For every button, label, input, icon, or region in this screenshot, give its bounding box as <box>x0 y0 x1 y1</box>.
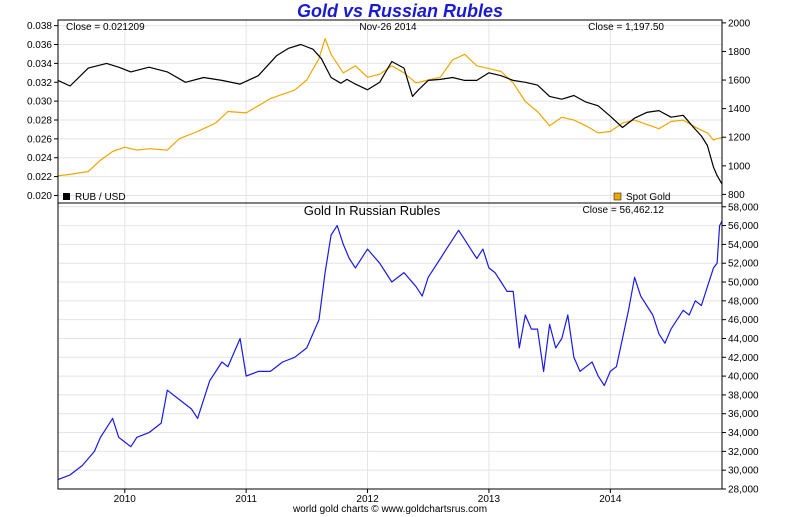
upper-left-tick-label: 0.026 <box>27 134 52 145</box>
lower-right-tick-label: 40,000 <box>728 372 759 383</box>
lower-right-tick-label: 58,000 <box>728 202 759 213</box>
lower-chart-title: Gold In Russian Rubles <box>304 203 441 218</box>
upper-left-tick-label: 0.034 <box>27 59 52 70</box>
lower-right-tick-label: 30,000 <box>728 466 759 477</box>
x-axis: 2010 2011 2012 2013 2014 <box>114 489 622 505</box>
upper-panel: 0.020 0.022 0.024 0.026 0.028 0.030 0.032 0.034… <box>27 18 751 204</box>
lower-right-axis: 28,000 30,000 32,000 34,000 36,000 38,000 40,0… <box>722 202 759 496</box>
date-label: Nov-26 2014 <box>359 22 417 33</box>
upper-left-tick-label: 0.024 <box>27 153 52 164</box>
legend-rub-swatch <box>63 193 70 200</box>
lower-right-tick-label: 34,000 <box>728 428 759 439</box>
upper-right-tick-label: 2000 <box>728 18 751 29</box>
legend-rub-label: RUB / USD <box>75 192 126 203</box>
gold-in-rubles-series-line <box>57 220 723 481</box>
upper-right-axis: 800 1000 1200 1400 1600 1800 2000 <box>722 18 751 201</box>
gold-close-label: Close = 1,197.50 <box>588 22 664 33</box>
lower-gridlines <box>58 203 722 490</box>
lower-plot-frame <box>57 202 723 490</box>
upper-plot-frame <box>57 19 723 204</box>
upper-left-tick-label: 0.022 <box>27 172 52 183</box>
upper-left-tick-label: 0.038 <box>27 21 52 32</box>
upper-left-axis: 0.020 0.022 0.024 0.026 0.028 0.030 0.032 0.034… <box>27 21 58 202</box>
upper-left-tick-label: 0.030 <box>27 97 52 108</box>
upper-left-tick-label: 0.032 <box>27 78 52 89</box>
lower-right-tick-label: 52,000 <box>728 259 759 270</box>
lower-right-tick-label: 32,000 <box>728 447 759 458</box>
rub-close-label: Close = 0.021209 <box>66 22 145 33</box>
upper-right-tick-label: 1600 <box>728 76 751 87</box>
upper-right-tick-label: 1200 <box>728 133 751 144</box>
upper-left-tick-label: 0.020 <box>27 191 52 202</box>
lower-right-tick-label: 28,000 <box>728 485 759 496</box>
lower-right-tick-label: 46,000 <box>728 315 759 326</box>
credit-text: world gold charts © www.goldchartsrus.co… <box>292 504 487 515</box>
lower-right-tick-label: 48,000 <box>728 296 759 307</box>
lower-right-tick-label: 50,000 <box>728 278 759 289</box>
lower-right-tick-label: 56,000 <box>728 221 759 232</box>
x-tick-label: 2010 <box>114 494 137 505</box>
legend-gold-label: Spot Gold <box>626 192 670 203</box>
lower-panel: 28,000 30,000 32,000 34,000 36,000 38,000 40,0… <box>57 202 759 496</box>
lower-right-tick-label: 42,000 <box>728 353 759 364</box>
legend-gold-swatch <box>613 192 622 201</box>
upper-right-tick-label: 800 <box>728 190 745 201</box>
upper-right-tick-label: 1400 <box>728 104 751 115</box>
lower-series-group <box>57 220 723 481</box>
spot-gold-series-line <box>57 37 723 177</box>
upper-right-tick-label: 1000 <box>728 161 751 172</box>
x-tick-label: 2013 <box>478 494 501 505</box>
upper-series-group <box>57 37 723 185</box>
x-tick-label: 2011 <box>235 494 257 505</box>
upper-left-tick-label: 0.036 <box>27 40 52 51</box>
lower-right-tick-label: 54,000 <box>728 240 759 251</box>
x-tick-label: 2014 <box>599 494 622 505</box>
lower-right-tick-label: 38,000 <box>728 390 759 401</box>
lower-right-tick-label: 44,000 <box>728 334 759 345</box>
rub-usd-series-line <box>57 43 723 185</box>
lower-right-tick-label: 36,000 <box>728 409 759 420</box>
upper-left-tick-label: 0.028 <box>27 115 52 126</box>
upper-right-tick-label: 1800 <box>728 47 751 58</box>
lower-close-label: Close = 56,462.12 <box>583 205 665 216</box>
upper-gridlines <box>58 20 722 203</box>
x-tick-label: 2012 <box>356 494 379 505</box>
chart-title: Gold vs Russian Rubles <box>297 1 503 21</box>
